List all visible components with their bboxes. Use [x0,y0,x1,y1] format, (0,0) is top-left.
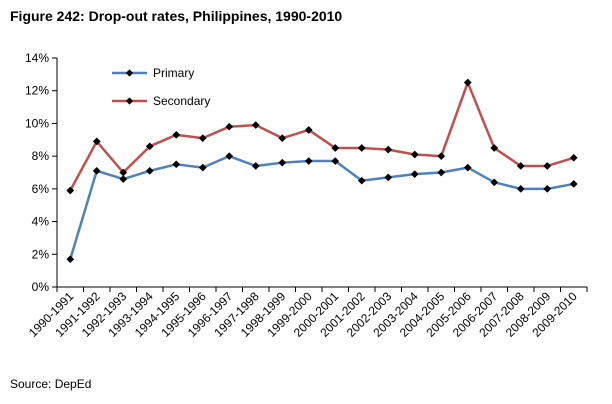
axes: 0%2%4%6%8%10%12%14%1990-19911991-1992199… [25,51,588,340]
data-point-primary [463,163,472,172]
data-point-primary [66,255,75,264]
data-point-primary [278,158,287,167]
data-point-primary [410,170,419,179]
y-tick-label: 14% [25,51,49,65]
data-point-secondary [410,150,419,159]
data-point-primary [357,176,366,185]
y-tick-label: 8% [32,149,50,163]
data-point-primary [490,178,499,187]
y-tick-label: 12% [25,84,49,98]
data-point-primary [92,166,101,175]
data-point-secondary [251,121,260,130]
y-tick-label: 6% [32,182,50,196]
y-tick-label: 4% [32,215,50,229]
data-point-secondary [516,162,525,170]
legend-marker-primary [125,69,134,77]
data-point-secondary [145,142,154,151]
data-point-secondary [490,144,499,152]
data-point-secondary [569,153,578,162]
chart-title: Figure 242: Drop-out rates, Philippines,… [10,8,343,24]
data-point-secondary [543,162,552,170]
data-point-primary [384,173,393,182]
data-point-secondary [304,126,313,134]
data-point-primary [198,163,207,172]
data-point-secondary [66,186,75,195]
y-tick-label: 10% [25,116,49,130]
legend: Primary Secondary [112,66,210,108]
data-point-primary [543,184,552,193]
legend-label-secondary: Secondary [153,94,210,108]
y-tick-label: 0% [32,280,50,294]
data-point-secondary [331,144,340,152]
series-line-primary [69,154,574,260]
data-point-primary [516,184,525,193]
y-tick-label: 2% [32,247,50,261]
data-point-secondary [225,122,234,131]
data-point-primary [119,175,128,183]
data-point-secondary [463,78,472,87]
data-point-secondary [357,144,366,152]
series-layer [66,78,578,264]
data-point-secondary [92,137,101,146]
data-point-primary [172,160,181,169]
source-note: Source: DepEd [10,377,92,391]
data-point-secondary [384,145,393,154]
data-point-secondary [172,130,181,139]
data-point-primary [569,179,578,188]
data-point-primary [225,152,234,161]
data-point-secondary [437,152,446,161]
data-point-secondary [278,134,287,143]
data-point-secondary [198,134,207,143]
data-point-primary [304,157,313,166]
data-point-primary [437,168,446,177]
data-point-primary [331,157,340,166]
data-point-secondary [119,168,128,177]
data-point-primary [145,166,154,175]
series-line-secondary [69,81,575,192]
legend-label-primary: Primary [153,66,194,80]
legend-marker-secondary [125,97,134,105]
data-point-primary [251,162,260,170]
